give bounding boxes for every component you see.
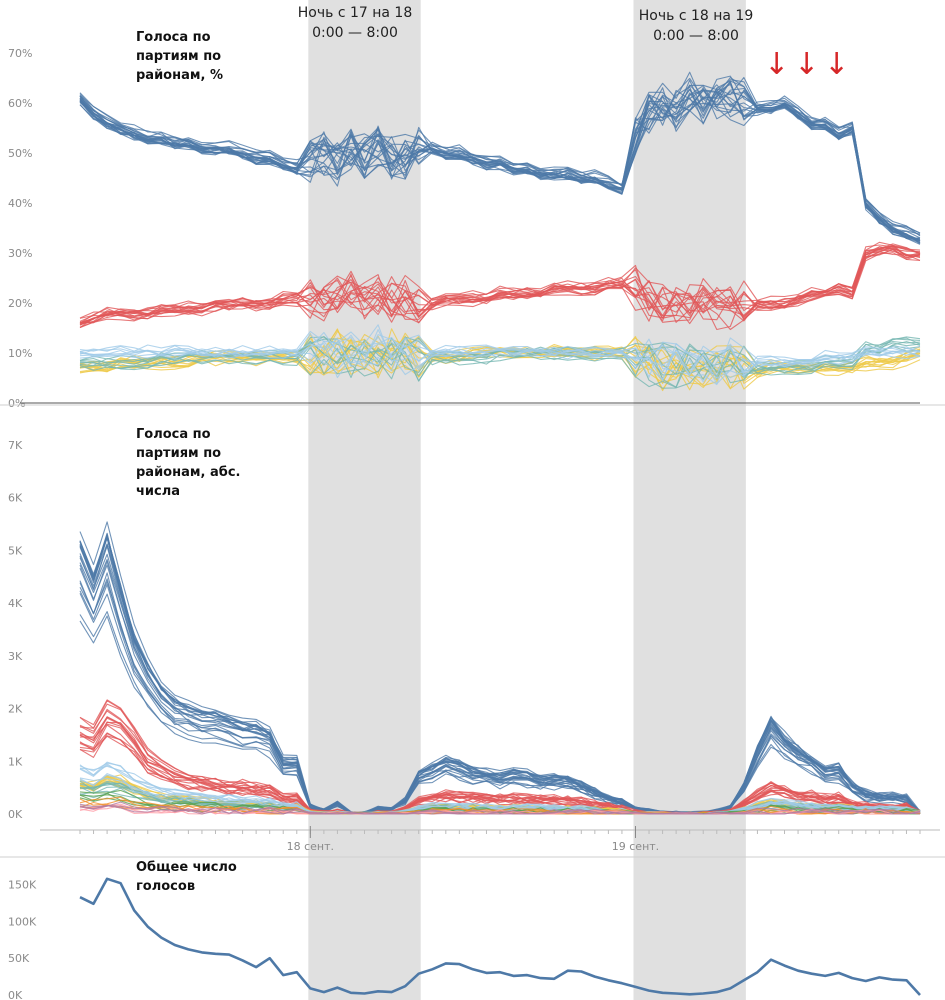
- pct-y-tick: 0%: [8, 397, 25, 410]
- night2-annotation: Ночь с 18 на 19 0:00 — 8:00: [621, 6, 771, 46]
- abs-series-unitedRussia-line-20: [79, 593, 921, 815]
- pct-series-unitedRussia-line-2: [79, 89, 921, 234]
- pct-series-kprf-line-13: [79, 245, 921, 324]
- pct-series-lightBlueParty-line-8: [79, 331, 921, 379]
- abs-series-unitedRussia-line-13: [79, 521, 921, 815]
- pct-series-kprf-line-10: [79, 246, 920, 324]
- night2-line1: Ночь с 18 на 19: [638, 8, 754, 24]
- abs-y-tick: 0K: [8, 808, 23, 821]
- abs-series-unitedRussia-line-19: [79, 543, 921, 815]
- abs-series-unitedRussia-line-17: [79, 553, 921, 815]
- abs-series-group: [79, 521, 921, 815]
- pct-series-unitedRussia-line-1: [79, 76, 921, 237]
- abs-series-unitedRussia-line-16: [79, 560, 921, 815]
- total-y-tick: 50K: [8, 952, 30, 965]
- plots: [79, 71, 921, 996]
- pct-series-kprf-line-16: [79, 248, 921, 328]
- pct-series-kprf-line-1: [79, 247, 921, 324]
- pct-y-tick: 50%: [8, 147, 32, 160]
- abs-series-kprf-line-12: [79, 721, 921, 815]
- pct-series-lightBlueParty-line-4: [79, 334, 921, 385]
- abs-series-purpleParty-line-2: [79, 801, 921, 815]
- pct-series-kprf-line-3: [79, 241, 921, 319]
- total-y-tick: 100K: [8, 915, 37, 928]
- pct-y-tick: 10%: [8, 347, 32, 360]
- abs-y-tick: 2K: [8, 703, 23, 716]
- abs-panel-title: Голоса по партиям по районам, абс. числа: [136, 427, 241, 499]
- pct-series-kprf-line-7: [79, 245, 921, 325]
- abs-y-tick: 3K: [8, 650, 23, 663]
- abs-series-unitedRussia-line-5: [79, 564, 921, 815]
- abs-y-tick: 5K: [8, 544, 23, 557]
- pct-series-kprf-line-6: [79, 244, 921, 326]
- x-date-label: 19 сент.: [612, 840, 659, 853]
- pct-series-unitedRussia-line-12: [79, 88, 921, 242]
- night1-line2: 0:00 — 8:00: [312, 25, 398, 41]
- x-date-label: 18 сент.: [287, 840, 334, 853]
- pct-series-lightBlueParty-line-6: [79, 324, 921, 376]
- pct-series-kprf-line-14: [79, 249, 921, 329]
- pct-y-tick: 60%: [8, 97, 32, 110]
- pct-y-tick: 40%: [8, 197, 32, 210]
- down-arrow-icon: ↓: [824, 47, 850, 82]
- abs-y-tick: 6K: [8, 492, 23, 505]
- abs-series-unitedRussia-line-9: [79, 535, 921, 815]
- abs-series-unitedRussia-line-10: [79, 532, 921, 815]
- abs-series-unitedRussia-line-1: [79, 615, 921, 815]
- pct-series-unitedRussia-line-22: [79, 84, 921, 245]
- abs-series-kprf-line-16: [79, 717, 921, 815]
- pct-y-tick: 30%: [8, 247, 32, 260]
- abs-y-tick: 4K: [8, 597, 23, 610]
- pct-series-tealParty-line-4: [79, 344, 921, 389]
- pct-y-tick: 70%: [8, 47, 32, 60]
- abs-series-unitedRussia-line-7: [79, 533, 921, 815]
- abs-series-unitedRussia-line-15: [79, 572, 921, 815]
- total-y-tick: 150K: [8, 879, 37, 892]
- night1-line1: Ночь с 17 на 18: [297, 5, 413, 21]
- abs-series-unitedRussia-line-18: [79, 584, 921, 815]
- total-series-unitedRussia-line-1: [79, 877, 921, 996]
- pct-series-tealParty-line-7: [79, 341, 921, 382]
- night2-line2: 0:00 — 8:00: [653, 28, 739, 44]
- pct-y-tick: 20%: [8, 297, 32, 310]
- total-series-group: [79, 877, 921, 996]
- total-y-tick: 0K: [8, 989, 23, 1000]
- pct-series-group: [79, 71, 921, 392]
- total-panel-title: Общее число голосов: [136, 860, 237, 894]
- abs-y-tick: 7K: [8, 439, 23, 452]
- abs-series-kprf-line-13: [79, 708, 921, 815]
- abs-series-unitedRussia-line-22: [79, 536, 921, 815]
- pct-panel-title: Голоса по партиям по районам, %: [136, 30, 223, 83]
- abs-series-unitedRussia-line-21: [79, 544, 921, 815]
- abs-y-tick: 1K: [8, 755, 23, 768]
- down-arrow-icon: ↓: [764, 47, 790, 82]
- abs-series-lightBlueParty-line-7: [79, 774, 921, 815]
- abs-series-unitedRussia-line-8: [79, 545, 921, 815]
- abs-series-kprf-line-14: [79, 699, 921, 815]
- night1-annotation: Ночь с 17 на 18 0:00 — 8:00: [280, 3, 430, 43]
- abs-series-purpleParty-line-3: [79, 805, 921, 815]
- axes: 0% 10% 20% 30% 40% 50% 60% 70% 0K 1K 2K 3K 4K 5K 6K 7K 0…: [0, 47, 945, 1000]
- down-arrow-icon: ↓: [794, 47, 820, 82]
